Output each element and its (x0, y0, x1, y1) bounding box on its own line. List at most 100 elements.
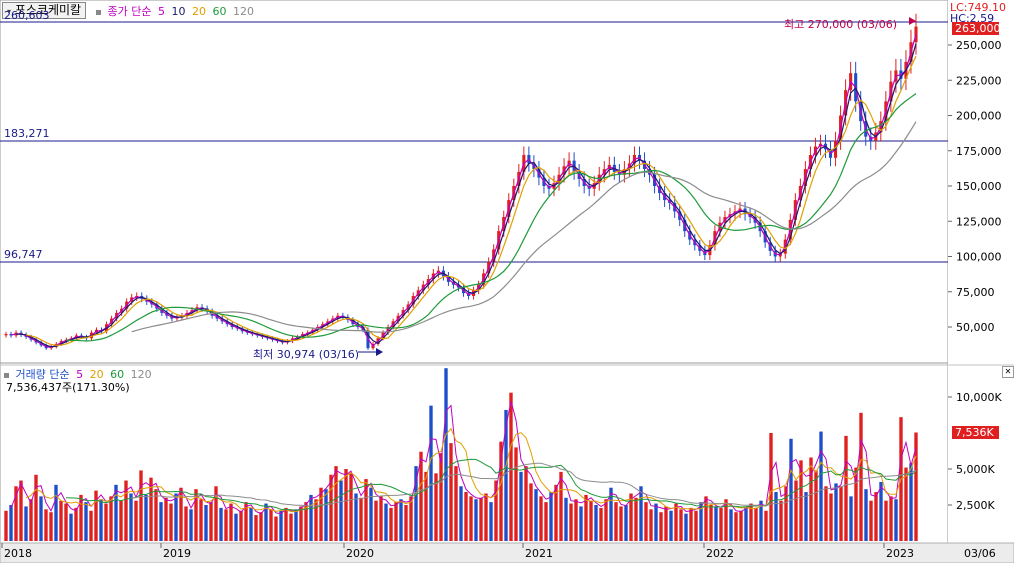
vol-ma60-legend: 60 (110, 368, 125, 381)
volume-bar (289, 513, 293, 541)
volume-bar (789, 438, 793, 541)
volume-bar (904, 467, 908, 541)
volume-bar (299, 506, 303, 541)
volume-bar (89, 510, 93, 541)
volume-bar (834, 483, 838, 541)
volume-bar (499, 441, 503, 541)
ma20-legend: 20 (191, 5, 206, 18)
volume-bar (664, 506, 668, 541)
volume-bar (194, 489, 198, 541)
volume-bar (524, 466, 528, 541)
volume-bar (9, 505, 13, 541)
close-icon[interactable]: ✕ (1002, 366, 1014, 378)
volume-bar (534, 489, 538, 541)
volume-bar (769, 433, 773, 541)
volume-bar (154, 489, 158, 541)
mid-line-label: 183,271 (4, 127, 50, 140)
volume-bar (319, 487, 323, 541)
volume-bar (239, 510, 243, 541)
volume-bar (254, 515, 258, 541)
volume-bar (554, 484, 558, 541)
volume-bar (714, 506, 718, 541)
volume-bar (59, 500, 63, 541)
vol-ma120-line (130, 462, 917, 507)
volume-bar (804, 492, 808, 541)
current-volume-badge: 7,536K (952, 426, 999, 439)
x-tick-label: 2022 (706, 547, 734, 560)
volume-bar (269, 509, 273, 541)
volume-bar (174, 493, 178, 541)
volume-bar (424, 471, 428, 541)
volume-bar (839, 486, 843, 541)
volume-tick-label: 5,000K (956, 463, 995, 476)
volume-bar (709, 505, 713, 541)
volume-bar (489, 502, 493, 541)
volume-bar (694, 510, 698, 541)
volume-bar (279, 510, 283, 541)
volume-bar (144, 494, 148, 541)
volume-bar (234, 513, 238, 541)
volume-bar (214, 486, 218, 541)
volume-bar (69, 513, 73, 541)
volume-bar (134, 500, 138, 541)
volume-bar (729, 509, 733, 541)
volume-bar (79, 494, 83, 541)
volume-bar (34, 474, 38, 541)
volume-bar (654, 503, 658, 541)
volume-bar (574, 499, 578, 541)
volume-bar (209, 502, 213, 541)
volume-bar (274, 516, 278, 541)
volume-bar (159, 502, 163, 541)
ma60-line (66, 93, 917, 342)
volume-bar (594, 505, 598, 541)
volume-bar (4, 510, 8, 541)
volume-bar (349, 473, 353, 541)
volume-bar (864, 489, 868, 541)
volume-bar (599, 507, 603, 541)
volume-bar (749, 503, 753, 541)
volume-bar (354, 493, 358, 541)
volume-bar (334, 466, 338, 541)
stock-name-box[interactable]: ▾ 포스코케미칼 (2, 2, 87, 19)
volume-bar (859, 412, 863, 541)
volume-bar (314, 499, 318, 541)
volume-bar (894, 499, 898, 541)
x-tick-label: 2021 (525, 547, 553, 560)
volume-bar (884, 500, 888, 541)
volume-bar (674, 503, 678, 541)
volume-bar (539, 496, 543, 541)
volume-bar (734, 512, 738, 541)
volume-bar (609, 487, 613, 541)
ma10-legend: 10 (171, 5, 186, 18)
current-price-badge: 263,000 (952, 22, 1001, 35)
vol-ma5-legend: 5 (76, 368, 84, 381)
volume-bar (19, 480, 23, 541)
volume-bar (459, 486, 463, 541)
volume-legend[interactable]: 거래량 단순 5 20 60 120 (4, 366, 152, 382)
low-annotation: 최저 30,974 (03/16) (253, 348, 360, 361)
volume-bar (874, 492, 878, 541)
volume-bar (49, 512, 53, 541)
dropdown-icon[interactable]: ▾ (7, 7, 12, 16)
volume-bar (199, 499, 203, 541)
volume-bar (284, 507, 288, 541)
volume-bar (844, 435, 848, 541)
legend-square-icon (96, 9, 101, 15)
volume-bar (244, 502, 248, 541)
price-tick-label: 125,000 (956, 215, 1002, 228)
volume-bar (569, 503, 573, 541)
volume-bar (39, 496, 43, 541)
volume-bar (559, 471, 563, 541)
price-legend[interactable]: 종가 단순 5 10 20 60 120 (96, 3, 254, 19)
volume-bar (329, 474, 333, 541)
volume-bar (744, 506, 748, 541)
volume-bar (394, 502, 398, 541)
volume-bar (294, 509, 298, 541)
volume-bar (869, 500, 873, 541)
volume-bar (74, 507, 78, 541)
volume-bar (704, 496, 708, 541)
volume-bar (699, 502, 703, 541)
volume-bar (849, 496, 853, 541)
volume-bar (399, 499, 403, 541)
ma120-legend: 120 (232, 5, 254, 18)
